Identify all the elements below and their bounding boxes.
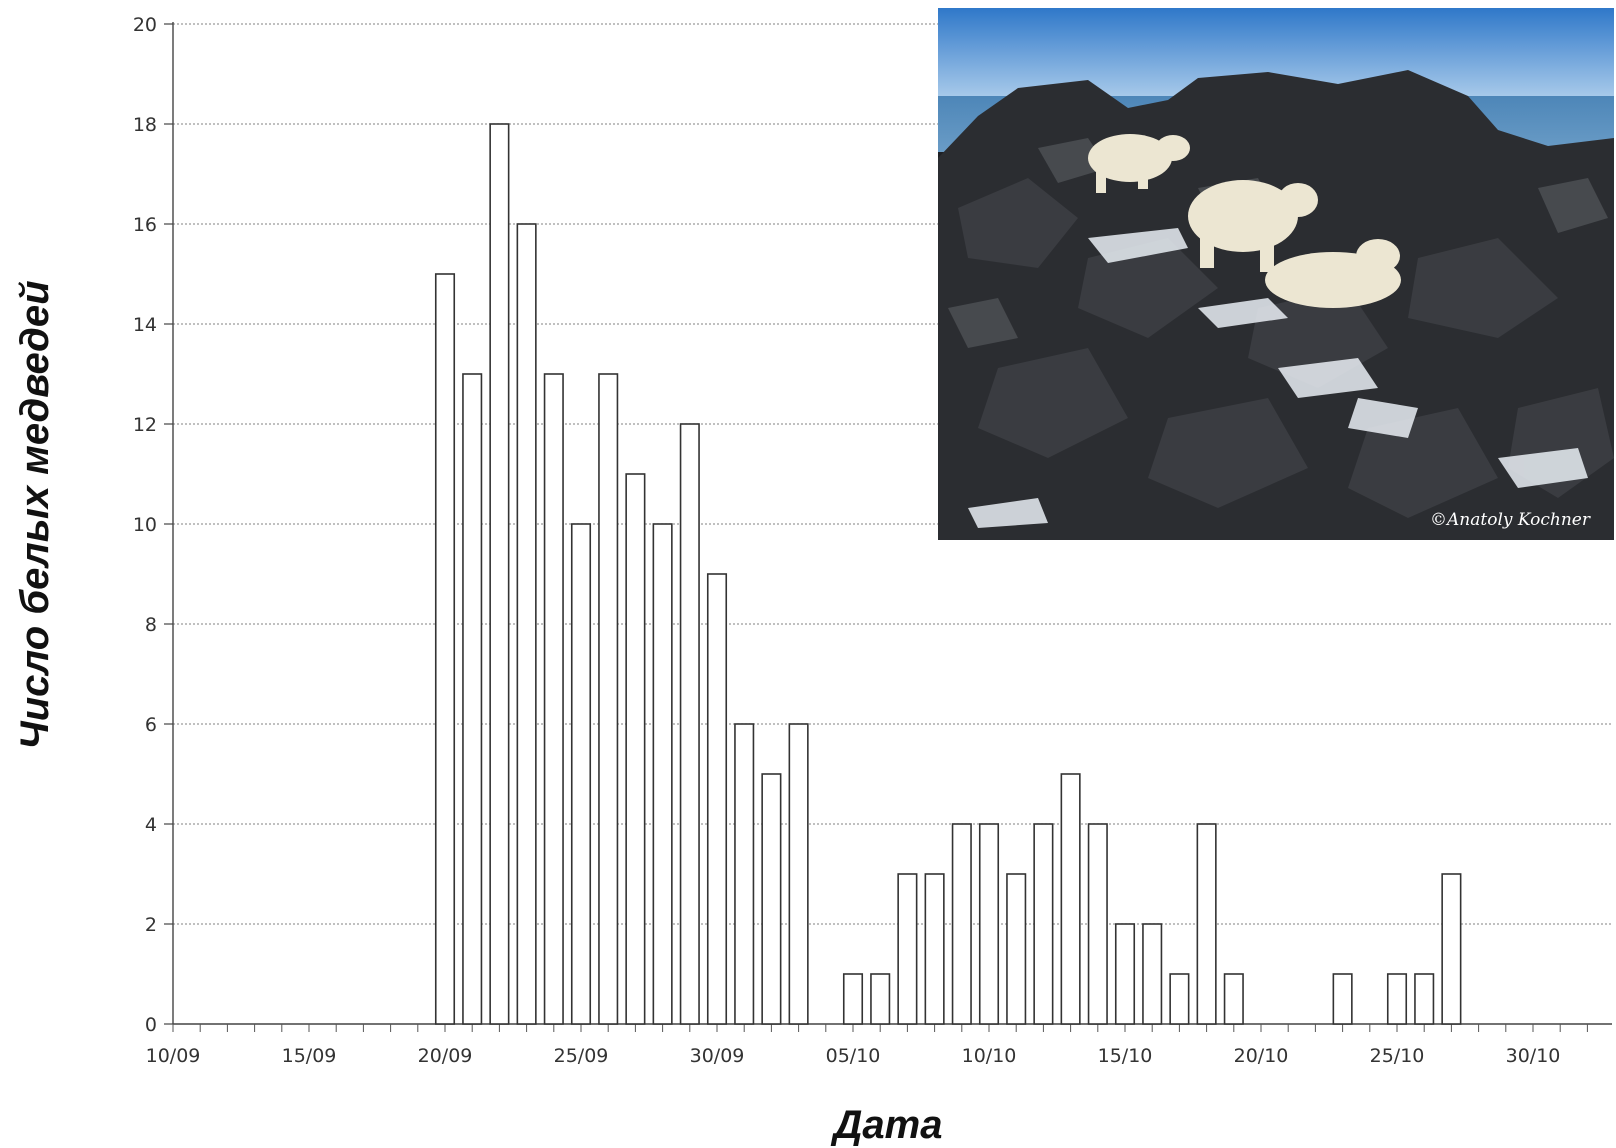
bar — [598, 373, 619, 1025]
y-axis-title: Число белых медведей — [13, 280, 57, 749]
y-tick-label: 14 — [133, 314, 157, 336]
bar — [516, 223, 537, 1025]
bar — [1169, 973, 1190, 1025]
x-axis-title: Дата — [831, 1103, 943, 1147]
bar — [1060, 773, 1081, 1025]
bar — [489, 123, 510, 1025]
y-tick-label: 8 — [145, 614, 157, 636]
y-tick-label: 2 — [145, 914, 157, 936]
y-tick-label: 6 — [145, 714, 157, 736]
bar — [1033, 823, 1054, 1025]
polar-bears-photo: ©Anatoly Kochner — [938, 8, 1614, 540]
bar — [788, 723, 809, 1025]
y-tick-label: 12 — [133, 414, 157, 436]
bar — [897, 873, 918, 1025]
y-tick-label: 16 — [133, 214, 157, 236]
bar — [462, 373, 483, 1025]
bar — [951, 823, 972, 1025]
x-axis: 10/09 15/09 20/09 25/09 30/09 05/10 10/10 15/10… — [146, 1023, 1612, 1067]
bar — [978, 823, 1000, 1025]
bar — [1223, 973, 1244, 1025]
bar — [1386, 973, 1408, 1025]
x-tick-label: 15/10 — [1098, 1045, 1153, 1067]
x-tick-label: 25/09 — [554, 1045, 609, 1067]
bar — [761, 773, 782, 1025]
x-tick-label: 30/10 — [1506, 1045, 1561, 1067]
bar — [570, 523, 592, 1025]
bar — [434, 273, 456, 1025]
y-axis: 0 2 4 6 8 10 12 14 16 18 20 — [133, 14, 174, 1036]
bar — [1414, 973, 1435, 1025]
x-tick-label: 05/10 — [826, 1045, 881, 1067]
bars — [434, 123, 1462, 1025]
bar — [706, 573, 728, 1025]
x-tick-label: 25/10 — [1370, 1045, 1425, 1067]
bar — [543, 373, 564, 1025]
bar — [679, 423, 700, 1025]
bar — [734, 723, 755, 1025]
bar — [1332, 973, 1353, 1025]
bar — [1196, 823, 1217, 1025]
x-tick-label: 10/10 — [962, 1045, 1017, 1067]
bar — [652, 523, 673, 1025]
bar — [1441, 873, 1462, 1025]
photo-credit: ©Anatoly Kochner — [1430, 510, 1590, 530]
bar — [842, 973, 864, 1025]
photo-illustration — [938, 8, 1614, 540]
y-tick-label: 0 — [145, 1014, 157, 1036]
bar — [870, 973, 891, 1025]
x-tick-label: 30/09 — [690, 1045, 745, 1067]
y-tick-label: 4 — [145, 814, 157, 836]
bar — [1006, 873, 1027, 1025]
x-tick-label: 20/09 — [418, 1045, 473, 1067]
y-tick-label: 18 — [133, 114, 157, 136]
bar — [1142, 923, 1163, 1025]
bar — [625, 473, 646, 1025]
y-tick-label: 20 — [133, 14, 157, 36]
x-tick-label: 15/09 — [282, 1045, 337, 1067]
y-tick-label: 10 — [133, 514, 157, 536]
x-tick-label: 20/10 — [1234, 1045, 1289, 1067]
bar — [1114, 923, 1136, 1025]
x-tick-label: 10/09 — [146, 1045, 201, 1067]
bar — [924, 873, 945, 1025]
bar — [1087, 823, 1108, 1025]
